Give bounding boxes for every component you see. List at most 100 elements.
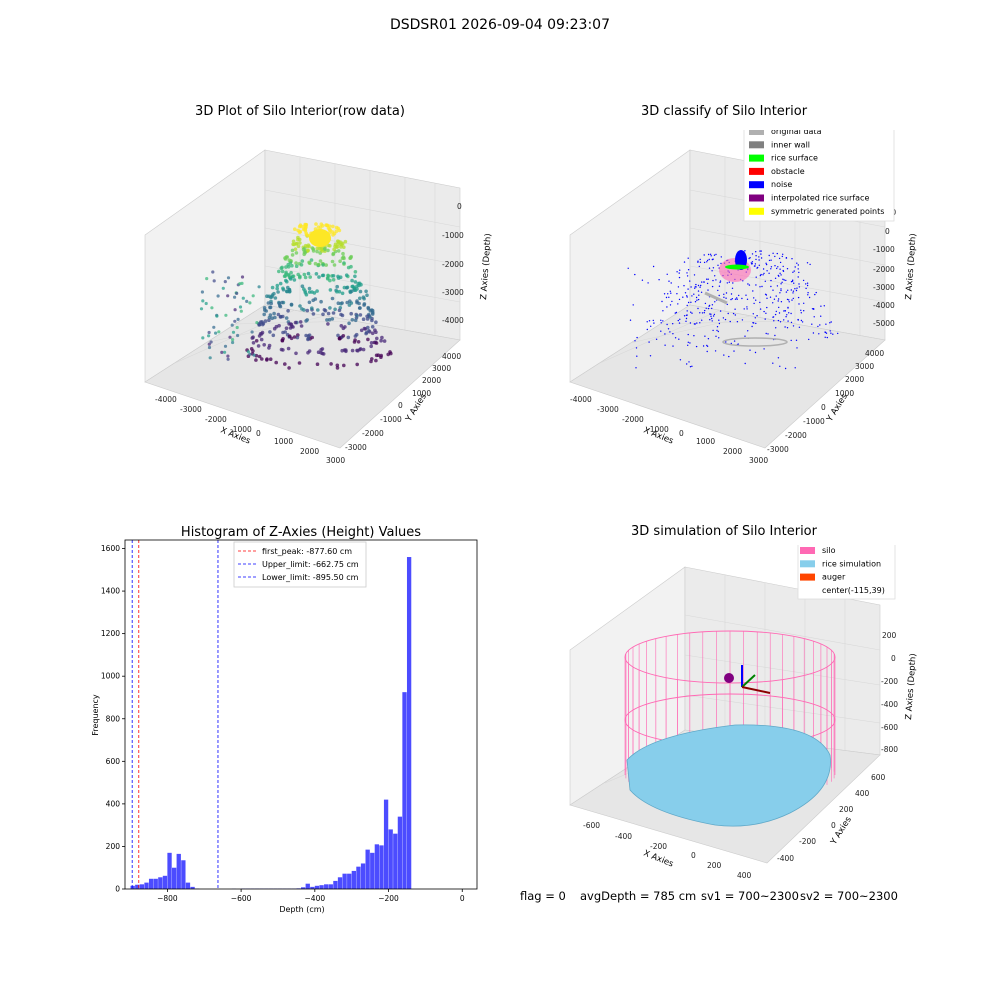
noise-point [710, 315, 712, 317]
noise-point [764, 280, 766, 282]
histogram-frame [124, 539, 478, 890]
raw-point [355, 362, 359, 367]
classify-xtick: -1000 [647, 425, 669, 434]
noise-point [732, 312, 735, 315]
noise-point [797, 296, 800, 299]
raw-point [246, 350, 250, 354]
noise-point [784, 367, 787, 370]
classify-ytick: 1000 [835, 389, 854, 398]
raw-point [388, 350, 392, 354]
raw-point [299, 263, 304, 267]
simulation-xtick: -600 [583, 821, 600, 830]
noise-point [759, 301, 761, 304]
noise-point [726, 282, 728, 284]
noise-point [660, 330, 662, 332]
simulation-ztick: 200 [882, 631, 897, 640]
noise-point [778, 306, 780, 309]
noise-point [794, 266, 796, 268]
noise-point [806, 284, 809, 287]
noise-point [712, 267, 715, 269]
noise-point [825, 323, 827, 325]
noise-point [780, 283, 782, 285]
raw-point [351, 284, 355, 289]
noise-point [779, 365, 781, 367]
raw-point [375, 336, 379, 341]
raw-point [250, 336, 255, 340]
raw-point [294, 264, 299, 268]
raw-point [296, 244, 301, 249]
noise-point [725, 341, 727, 343]
raw-point [228, 335, 232, 339]
noise-point [707, 289, 709, 291]
raw-point [207, 330, 211, 335]
raw-point [353, 280, 358, 284]
raw-point [328, 306, 332, 310]
raw-point [350, 348, 355, 353]
raw-point [370, 308, 374, 312]
raw-point [320, 351, 325, 356]
noise-point [780, 289, 782, 292]
noise-point [732, 282, 734, 284]
noise-point [679, 318, 681, 320]
raw-xtick: 2000 [300, 447, 319, 456]
raw-point [248, 352, 252, 356]
noise-point [756, 267, 758, 269]
classify-ztick: -5000 [873, 319, 895, 328]
noise-point [807, 294, 809, 296]
raw-point [298, 229, 303, 234]
noise-point [691, 295, 693, 297]
noise-point [711, 317, 713, 320]
raw-point [332, 247, 336, 252]
raw-point [305, 318, 309, 322]
raw-xtick: 1000 [274, 437, 293, 446]
noise-point [734, 308, 736, 310]
noise-point [689, 366, 692, 368]
noise-point [712, 315, 715, 317]
raw-point [330, 259, 335, 264]
raw-point [328, 278, 332, 283]
noise-point [718, 294, 720, 297]
raw-point [349, 289, 354, 293]
noise-point [716, 329, 718, 332]
noise-point [731, 287, 734, 289]
raw-ztick: 0 [457, 202, 462, 211]
raw-point [334, 225, 339, 230]
simulation-legend-swatch [800, 560, 815, 568]
noise-point [797, 268, 799, 270]
noise-point [652, 265, 655, 268]
noise-point [791, 299, 793, 301]
noise-point [746, 298, 749, 300]
noise-point [798, 303, 800, 305]
center-marker [724, 673, 734, 683]
noise-point [811, 308, 814, 310]
raw-point [270, 316, 274, 320]
raw-point [265, 357, 269, 361]
noise-point [682, 296, 684, 298]
noise-point [707, 338, 710, 340]
noise-point [780, 301, 783, 303]
simulation-xtick: -400 [615, 832, 632, 841]
noise-point [662, 310, 664, 312]
raw-point [330, 296, 335, 301]
classify-legend-swatch [749, 207, 764, 215]
histogram-bar [144, 882, 149, 889]
noise-point [759, 308, 762, 310]
raw-point [345, 286, 349, 290]
simulation-ytick: 0 [831, 821, 836, 830]
noise-point [627, 267, 629, 269]
noise-point [778, 312, 781, 314]
noise-point [687, 257, 689, 259]
noise-point [699, 312, 701, 314]
raw-point [326, 248, 330, 253]
noise-point [655, 338, 658, 340]
noise-point [745, 294, 747, 296]
raw-point [236, 317, 240, 321]
noise-point [777, 266, 779, 268]
noise-point [686, 295, 688, 297]
noise-point [763, 310, 765, 313]
raw-point [342, 348, 347, 352]
raw-point [379, 338, 383, 343]
raw-point [306, 243, 311, 247]
noise-point [719, 280, 722, 282]
noise-point [695, 345, 698, 348]
